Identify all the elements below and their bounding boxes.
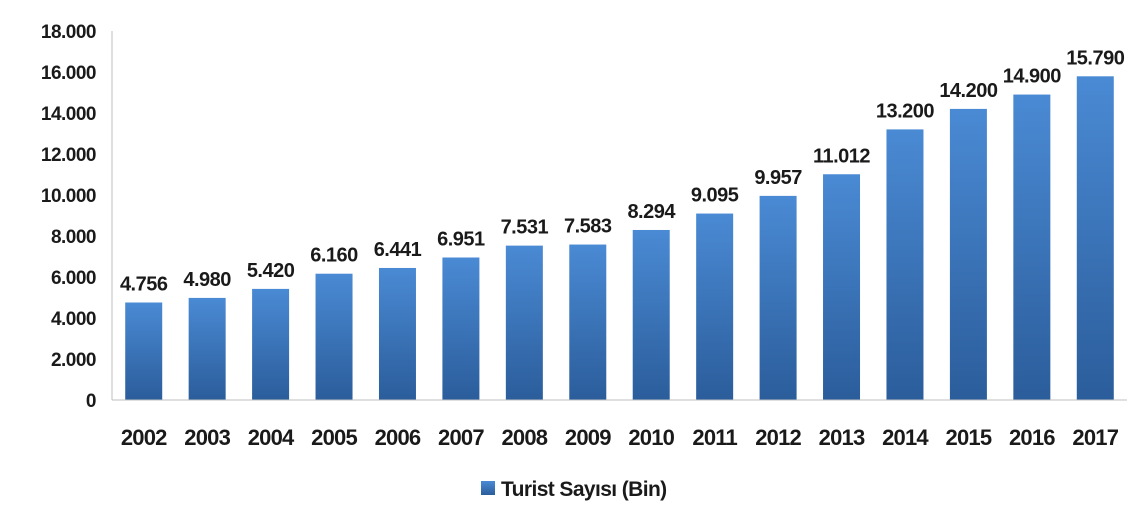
bars [125, 76, 1114, 401]
x-tick-label-2008: 2008 [501, 425, 547, 450]
x-tick-label-2007: 2007 [438, 425, 484, 450]
data-labels: 4.756 4.980 5.420 6.160 6.441 6.951 7.531 7.583… [120, 47, 1125, 295]
data-label-2013: 11.012 [813, 145, 870, 167]
data-label-2009: 7.583 [564, 216, 612, 238]
x-tick-label-2017: 2017 [1072, 425, 1118, 450]
bar-2007 [442, 257, 480, 400]
y-tick-label: 0 [86, 391, 96, 412]
x-tick-label-2012: 2012 [755, 425, 801, 450]
data-label-2003: 4.980 [183, 269, 231, 291]
y-tick-label: 14.000 [41, 104, 96, 125]
y-tick-label: 4.000 [51, 309, 96, 330]
bar-2008 [505, 245, 543, 400]
bar-2011 [696, 213, 734, 400]
x-tick-label-2013: 2013 [819, 425, 865, 450]
bar-2005 [315, 273, 353, 400]
x-tick-label-2014: 2014 [882, 425, 929, 450]
y-tick-label: 10.000 [41, 186, 96, 207]
legend: Turist Sayısı (Bin) [481, 478, 667, 501]
bar-2013 [823, 174, 861, 400]
bar-2004 [252, 288, 290, 400]
data-label-2014: 13.200 [876, 100, 935, 122]
bar-2016 [1013, 94, 1051, 401]
x-tick-label-2003: 2003 [184, 425, 230, 450]
bar-2009 [569, 244, 607, 400]
bar-2017 [1076, 76, 1114, 401]
bar-2002 [125, 302, 163, 400]
y-tick-label: 8.000 [51, 227, 96, 248]
data-label-2016: 14.900 [1003, 66, 1062, 88]
data-label-2011: 9.095 [691, 185, 739, 207]
x-axis: 2002 2003 2004 2005 2006 2007 2008 2009 2010 2011… [112, 399, 1127, 450]
data-label-2012: 9.957 [754, 167, 802, 189]
x-tick-label-2016: 2016 [1009, 425, 1055, 450]
data-label-2007: 6.951 [437, 229, 485, 251]
bar-2006 [378, 267, 416, 400]
data-label-2015: 14.200 [939, 80, 998, 102]
x-tick-label-2009: 2009 [565, 425, 611, 450]
bar-2003 [188, 297, 226, 400]
data-label-2004: 5.420 [247, 260, 295, 282]
y-tick-label: 2.000 [51, 350, 96, 371]
y-tick-label: 6.000 [51, 268, 96, 289]
data-label-2002: 4.756 [120, 274, 168, 296]
y-tick-label: 16.000 [41, 63, 96, 84]
bar-2012 [759, 195, 797, 400]
x-tick-label-2005: 2005 [311, 425, 357, 450]
legend-label: Turist Sayısı (Bin) [501, 478, 667, 501]
bar-2010 [632, 229, 670, 400]
legend-swatch [481, 481, 495, 495]
data-label-2017: 15.790 [1066, 47, 1125, 69]
bar-2014 [886, 129, 924, 400]
x-tick-label-2002: 2002 [121, 425, 167, 450]
data-label-2005: 6.160 [310, 245, 358, 267]
x-tick-label-2011: 2011 [692, 425, 737, 450]
data-label-2010: 8.294 [627, 201, 676, 223]
x-tick-label-2010: 2010 [628, 425, 674, 450]
y-tick-label: 12.000 [41, 145, 96, 166]
data-label-2006: 6.441 [374, 239, 422, 261]
bar-2015 [949, 108, 987, 401]
data-label-2008: 7.531 [501, 217, 549, 239]
y-axis: 0 2.000 4.000 6.000 8.000 10.000 12.000 14.000 1… [41, 22, 113, 412]
x-tick-label-2004: 2004 [248, 425, 295, 450]
x-tick-label-2015: 2015 [946, 425, 992, 450]
x-tick-label-2006: 2006 [375, 425, 421, 450]
y-tick-label: 18.000 [41, 22, 96, 43]
